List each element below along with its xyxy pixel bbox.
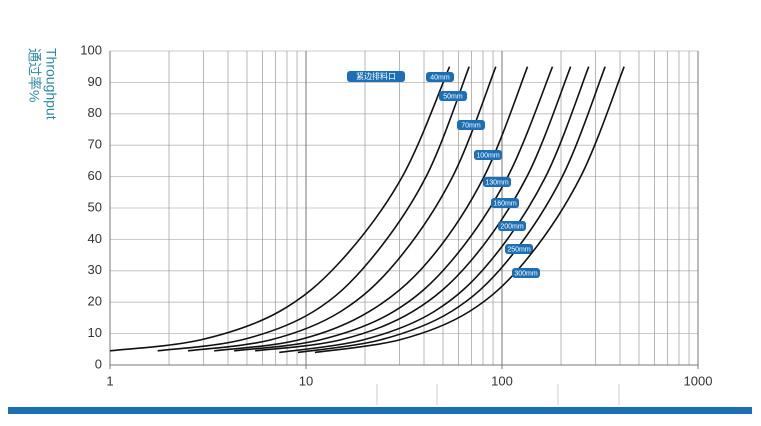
x-tick-label: 10 [299, 373, 313, 388]
curve-label-box [491, 198, 519, 208]
y-tick-label: 20 [88, 294, 102, 309]
curve-label: 130mm [485, 179, 509, 186]
y-tick-label: 30 [88, 262, 102, 277]
y-tick-label: 90 [88, 74, 102, 89]
curve-label: 40mm [430, 74, 450, 81]
curve-label-box [512, 268, 540, 278]
curve [187, 66, 497, 352]
footer-bar [8, 407, 752, 414]
y-tick-label: 10 [88, 325, 102, 340]
curve-label: 70mm [461, 122, 481, 129]
curve [314, 66, 625, 354]
curve [109, 66, 451, 352]
curve [255, 66, 572, 352]
curve [234, 66, 554, 352]
y-tick-label: 40 [88, 231, 102, 246]
footer-dividers [376, 384, 620, 405]
curve [279, 66, 590, 354]
curve-label-box [426, 72, 454, 82]
y-tick-label: 60 [88, 168, 102, 183]
curve-label: 160mm [493, 200, 517, 207]
x-tick-label: 1000 [684, 373, 713, 388]
curve-label-box [483, 177, 511, 187]
y-tick-label: 100 [80, 42, 102, 57]
curve [157, 66, 470, 352]
y-tick-label: 0 [95, 356, 102, 371]
curve-label-box [474, 150, 502, 160]
curve [297, 66, 606, 354]
curve-label-box [498, 221, 526, 231]
y-tick-label: 50 [88, 199, 102, 214]
x-tick-label: 100 [491, 373, 513, 388]
annotation-box [347, 71, 405, 82]
annotation: 紧边排料口 [356, 71, 396, 81]
curve-label-box [439, 91, 467, 101]
y-tick-label: 70 [88, 137, 102, 152]
curve-label: 50mm [443, 93, 463, 100]
curve-label-box [457, 120, 485, 130]
y-axis-label-en: Throughput [43, 48, 59, 120]
x-tick-label: 1 [106, 373, 113, 388]
curve-label: 250mm [507, 246, 531, 253]
y-axis-label: 通过率% [26, 48, 42, 102]
curve-label: 100mm [476, 152, 500, 159]
curve-label: 300mm [514, 270, 538, 277]
curve-label-box [505, 244, 533, 254]
curve-label: 200mm [500, 223, 524, 230]
y-tick-label: 80 [88, 105, 102, 120]
